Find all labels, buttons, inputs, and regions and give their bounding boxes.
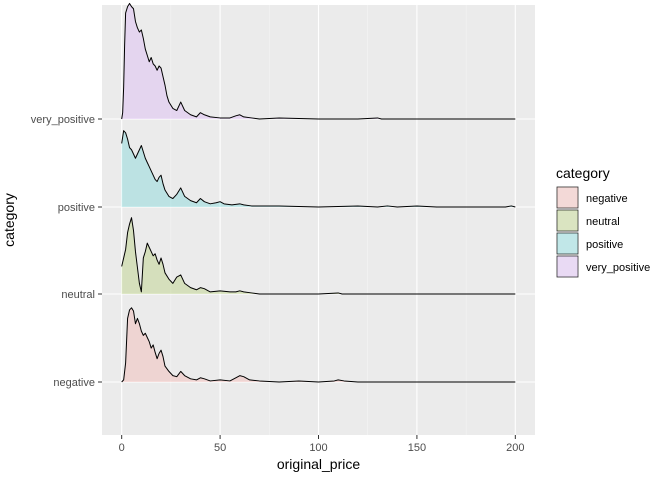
x-axis-title: original_price xyxy=(277,456,360,472)
ridge-very_positive xyxy=(121,2,516,120)
legend-title: category xyxy=(556,165,610,181)
ridge-line-neutral xyxy=(121,217,516,295)
legend-key-bg xyxy=(556,255,579,278)
ridge-positive xyxy=(121,130,516,208)
y-axis: negative neutral positive very_positive xyxy=(31,114,102,389)
x-tick-label: 100 xyxy=(309,442,327,454)
ridge-fill-positive xyxy=(121,130,516,207)
y-tick-label-positive: positive xyxy=(58,202,95,214)
ridge-line-positive xyxy=(121,130,516,208)
legend-key-negative xyxy=(556,186,579,209)
y-tick-label-negative: negative xyxy=(53,377,95,389)
legend-key-very_positive xyxy=(556,255,579,278)
x-tick-label: 150 xyxy=(408,442,426,454)
legend-key-neutral xyxy=(556,209,579,232)
legend-key-positive xyxy=(556,232,579,255)
x-tick-label: 200 xyxy=(506,442,524,454)
y-axis-title: category xyxy=(1,193,17,247)
y-tick-label-very_positive: very_positive xyxy=(31,114,95,126)
legend-label-very_positive: very_positive xyxy=(586,262,650,274)
ridge-neutral xyxy=(121,217,516,295)
legend: category negative neutral positive very_pos… xyxy=(556,165,650,278)
x-tick-label: 50 xyxy=(214,442,226,454)
ridges xyxy=(121,2,516,383)
legend-label-positive: positive xyxy=(586,239,623,251)
legend-key-bg xyxy=(556,209,579,232)
ridge-line-negative xyxy=(121,307,516,383)
ridge-negative xyxy=(121,307,516,383)
y-tick-label-neutral: neutral xyxy=(61,289,95,301)
grid-minor xyxy=(170,5,467,435)
legend-key-bg xyxy=(556,186,579,209)
x-axis: 0 50 100 150 200 xyxy=(119,435,524,454)
legend-label-negative: negative xyxy=(586,193,628,205)
ridge-fill-negative xyxy=(121,307,516,382)
legend-key-bg xyxy=(556,232,579,255)
ridge-line-very_positive xyxy=(121,2,516,120)
legend-label-neutral: neutral xyxy=(586,216,620,228)
ridge-fill-neutral xyxy=(121,217,516,294)
ridge-fill-very_positive xyxy=(121,3,516,120)
x-tick-label: 0 xyxy=(119,442,125,454)
